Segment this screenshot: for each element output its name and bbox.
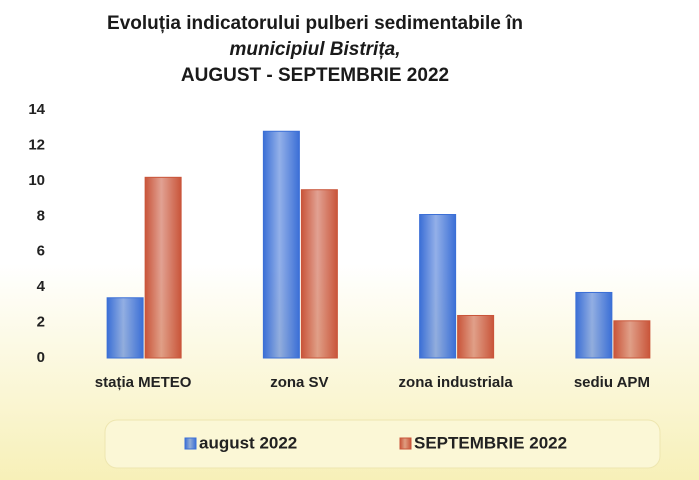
y-tick-label: 2 (37, 314, 45, 331)
bar (613, 320, 651, 359)
y-tick-label: 0 (37, 349, 45, 366)
y-tick-label: 6 (37, 243, 45, 260)
y-tick-label: 4 (37, 278, 46, 295)
bar (575, 291, 613, 359)
legend-label: SEPTEMBRIE 2022 (414, 433, 567, 452)
chart-title: Evoluția indicatorului pulberi sedimenta… (107, 13, 523, 34)
bar (457, 314, 495, 359)
bar (106, 297, 144, 359)
y-tick-label: 10 (28, 172, 45, 189)
bar (300, 189, 338, 359)
legend-label: august 2022 (199, 433, 297, 452)
bar (144, 176, 182, 359)
legend-marker (184, 437, 197, 450)
legend-marker (399, 437, 412, 450)
y-tick-label: 14 (28, 101, 45, 118)
legend-box (104, 419, 661, 469)
y-tick-label: 12 (28, 136, 45, 153)
bar (262, 130, 300, 359)
y-tick-label: 8 (37, 207, 45, 224)
x-tick-label: zona SV (270, 374, 328, 391)
x-tick-label: stația METEO (95, 374, 192, 391)
x-tick-label: zona industriala (399, 374, 514, 391)
x-tick-label: sediu APM (574, 374, 650, 391)
chart-title: municipiul Bistrița, (229, 39, 400, 60)
chart-title: AUGUST - SEPTEMBRIE 2022 (181, 65, 449, 86)
bar (419, 214, 457, 359)
